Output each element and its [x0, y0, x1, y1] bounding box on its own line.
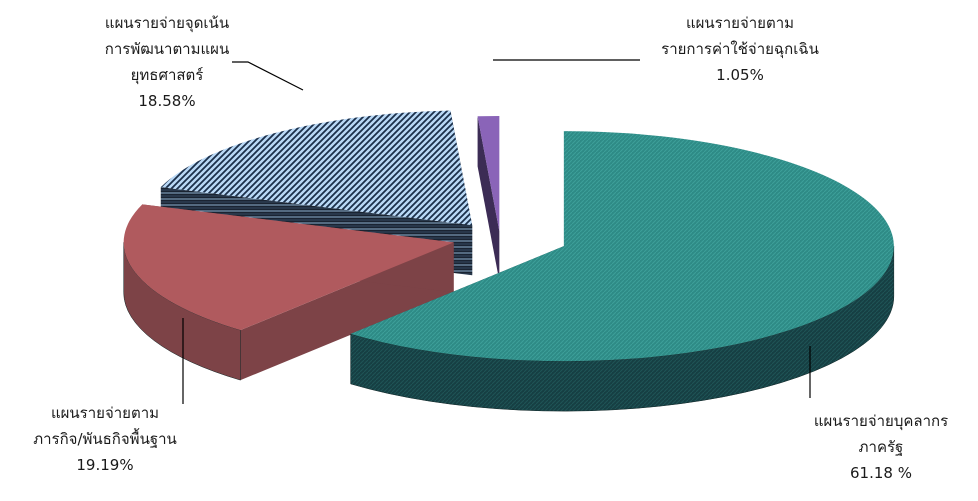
slice-basic-mission-top [123, 204, 454, 331]
label-personnel-line1: แผนรายจ่ายบุคลากร [813, 412, 949, 430]
label-basic-mission-line2: ภารกิจ/พันธกิจพื้นฐาน [33, 430, 177, 448]
label-personnel-value: 61.18 % [850, 464, 912, 482]
label-emergency-value: 1.05% [716, 66, 764, 84]
label-strategic-line1: แผนรายจ่ายจุดเน้น [104, 14, 230, 32]
label-basic-mission-value: 19.19% [76, 456, 134, 474]
slice-personnel-top [350, 131, 894, 362]
label-strategic: แผนรายจ่ายจุดเน้น การพัฒนาตามแผน ยุทธศาส… [76, 10, 258, 114]
leader-strategic [232, 61, 304, 91]
slice-emergency-wall-start [477, 116, 500, 282]
label-basic-mission: แผนรายจ่ายตาม ภารกิจ/พันธกิจพื้นฐาน 19.1… [4, 400, 206, 478]
slice-emergency-top [477, 116, 500, 232]
label-emergency-line1: แผนรายจ่ายตาม [685, 14, 795, 32]
label-basic-mission-line1: แผนรายจ่ายตาม [50, 404, 160, 422]
slice-strategic-top [160, 110, 473, 226]
label-strategic-line3: ยุทธศาสตร์ [130, 66, 204, 84]
label-strategic-value: 18.58% [138, 92, 196, 110]
label-personnel: แผนรายจ่ายบุคลากร ภาครัฐ 61.18 % [786, 408, 976, 486]
label-emergency-line2: รายการค่าใช้จ่ายฉุกเฉิน [661, 40, 819, 58]
label-emergency: แผนรายจ่ายตาม รายการค่าใช้จ่ายฉุกเฉิน 1.… [634, 10, 846, 88]
label-strategic-line2: การพัฒนาตามแผน [104, 40, 230, 58]
label-personnel-line2: ภาครัฐ [858, 438, 904, 456]
